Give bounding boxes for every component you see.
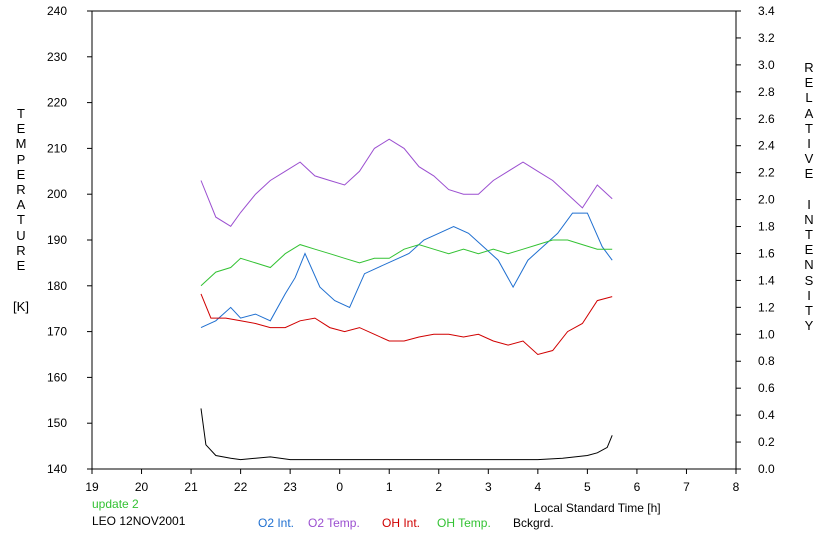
y-right-tick-label: 0.2 (758, 435, 775, 449)
x-tick-label: 1 (386, 480, 393, 494)
x-tick-label: 4 (535, 480, 542, 494)
x-tick-label: 5 (584, 480, 591, 494)
legend-entry: O2 Int. (258, 516, 294, 530)
series-line-o2-int (200, 212, 613, 329)
legend-entry: O2 Temp. (308, 516, 360, 530)
y-right-tick-label: 3.4 (758, 4, 775, 18)
y-left-tick-label: 210 (47, 141, 67, 155)
y-right-tick-label: 3.0 (758, 58, 775, 72)
x-axis-label: Local Standard Time [h] (534, 501, 661, 515)
y-right-tick-label: 1.4 (758, 273, 775, 287)
x-tick-label: 23 (283, 480, 297, 494)
y-left-axis-unit: [K] (13, 299, 29, 314)
series-line-bckgrd (200, 408, 613, 461)
y-right-tick-label: 1.0 (758, 327, 775, 341)
y-right-tick-label: 2.2 (758, 166, 775, 180)
y-right-tick-label: 2.0 (758, 193, 775, 207)
update-label: update 2 (92, 497, 139, 511)
y-right-tick-label: 0.0 (758, 462, 775, 476)
x-tick-label: 22 (234, 480, 248, 494)
legend-entry: OH Int. (382, 516, 420, 530)
x-tick-label: 19 (85, 480, 99, 494)
y-right-tick-label: 1.2 (758, 300, 775, 314)
y-right-tick-label: 1.6 (758, 246, 775, 260)
y-left-tick-label: 220 (47, 96, 67, 110)
y-right-tick-label: 0.8 (758, 354, 775, 368)
x-tick-label: 6 (634, 480, 641, 494)
y-left-tick-label: 170 (47, 325, 67, 339)
x-tick-label: 3 (485, 480, 492, 494)
y-left-tick-label: 240 (47, 4, 67, 18)
y-left-tick-label: 180 (47, 279, 67, 293)
series-line-oh-temp (200, 239, 613, 287)
y-left-tick-label: 150 (47, 416, 67, 430)
y-right-tick-label: 2.4 (758, 139, 775, 153)
x-tick-label: 0 (336, 480, 343, 494)
x-tick-label: 8 (733, 480, 740, 494)
x-tick-label: 20 (135, 480, 149, 494)
plot-frame (91, 10, 737, 470)
y-right-tick-label: 0.4 (758, 408, 775, 422)
y-right-tick-label: 3.2 (758, 31, 775, 45)
legend-entry: Bckgrd. (513, 516, 554, 530)
x-tick-label: 7 (683, 480, 690, 494)
y-right-tick-label: 2.8 (758, 85, 775, 99)
series-line-oh-int (200, 293, 613, 356)
y-left-tick-label: 190 (47, 233, 67, 247)
legend-entry: OH Temp. (437, 516, 491, 530)
station-date-label: LEO 12NOV2001 (92, 514, 186, 528)
x-tick-label: 21 (184, 480, 198, 494)
y-left-tick-label: 140 (47, 462, 67, 476)
series-line-o2-temp (200, 138, 613, 227)
y-right-tick-label: 0.6 (758, 381, 775, 395)
y-left-tick-label: 230 (47, 50, 67, 64)
y-right-tick-label: 1.8 (758, 220, 775, 234)
y-left-tick-label: 200 (47, 187, 67, 201)
y-left-tick-label: 160 (47, 370, 67, 384)
x-tick-label: 2 (435, 480, 442, 494)
y-right-tick-label: 2.6 (758, 112, 775, 126)
